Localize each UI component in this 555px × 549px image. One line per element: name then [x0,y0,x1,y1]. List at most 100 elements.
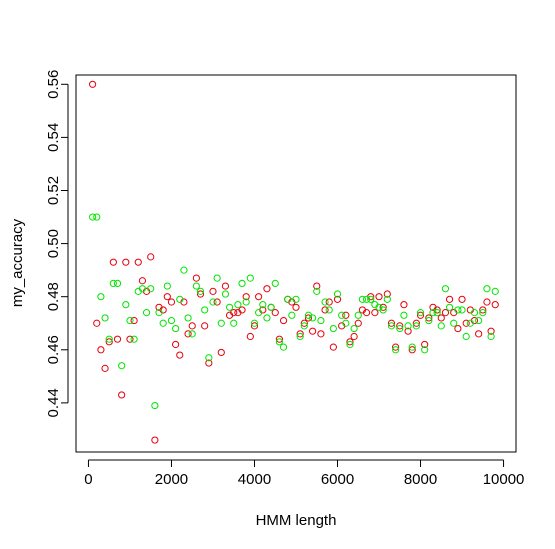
data-point-green [180,266,188,274]
data-point-green [416,309,425,317]
data-point-green [142,309,151,317]
data-point-red [93,319,101,327]
data-point-red [113,335,122,343]
data-point-red [346,338,354,346]
data-point-red [134,258,142,266]
data-point-green [259,301,267,309]
data-point-green [138,285,147,293]
x-tick-label: 8000 [404,471,437,488]
data-point-red [279,316,288,325]
data-point-green [296,332,304,341]
data-point-green [392,346,400,354]
data-point-green [338,311,346,319]
data-point-red [221,282,230,290]
data-point-green [242,298,250,306]
data-point-red [296,330,304,338]
y-axis: 0.44 0.46 0.48 0.50 0.52 0.54 0.56 [45,70,69,417]
data-point-red [151,436,159,444]
points-layer [89,80,499,444]
data-point-red [255,293,263,301]
data-point-red [263,285,271,293]
data-point-green [234,301,242,309]
data-point-green [122,301,130,309]
data-point-green [284,295,292,303]
data-point-green [209,298,217,306]
data-point-red [396,322,404,330]
x-tick-label: 4000 [238,471,271,488]
data-point-green [350,324,358,333]
data-point-red [400,301,408,309]
data-point-green [362,295,371,303]
data-point-green [267,303,275,311]
data-point-red [313,282,321,290]
data-point-red [458,295,466,303]
x-tick-label: 0 [84,471,92,488]
data-point-green [491,287,499,295]
data-point-red [105,338,113,346]
data-point-red [246,332,254,341]
data-point-green [101,314,109,322]
data-point-red [167,298,176,306]
data-point-red [421,340,429,349]
data-point-red [271,309,279,317]
data-point-green [429,309,437,317]
data-point-green [118,362,126,370]
data-point-red [375,293,383,301]
data-point-red [445,295,454,303]
data-point-green [159,319,167,327]
data-point-green [412,322,420,330]
data-point-red [300,319,308,327]
data-point-red [475,330,483,338]
data-point-green [383,295,391,303]
data-point-red [217,348,225,357]
data-point-red [412,319,420,327]
data-point-green [367,295,375,303]
data-point-red [97,346,105,354]
y-axis-title: my_accuracy [9,218,26,307]
data-point-green [454,306,462,314]
y-tick-label: 0.48 [45,282,62,311]
data-point-green [105,335,113,343]
data-point-green [379,306,387,314]
data-point-green [109,279,117,288]
data-point-green [487,332,495,341]
data-point-green [358,295,367,303]
data-point-green [126,316,134,325]
data-point-green [155,309,163,317]
data-point-red [213,298,221,306]
data-point-green [89,213,97,221]
data-point-green [421,346,429,354]
data-point-red [317,330,325,338]
data-point-green [404,322,412,330]
data-point-green [184,314,192,322]
data-point-green [387,322,396,330]
data-point-green [163,282,171,290]
data-point-red [138,277,147,285]
data-point-red [196,290,205,298]
data-point-green [408,343,416,351]
y-tick-label: 0.56 [45,70,62,99]
data-point-red [205,359,213,367]
data-point-red [491,301,499,309]
data-point-green [188,330,196,338]
data-point-red [130,316,138,325]
data-point-red [192,274,200,282]
x-tick-label: 10000 [483,471,525,488]
data-point-green [196,287,205,295]
x-tick-label: 6000 [321,471,354,488]
data-point-red [122,258,130,266]
y-tick-label: 0.54 [45,123,62,152]
data-point-green [192,282,200,290]
x-axis: 0 2000 4000 6000 8000 10000 [84,459,525,488]
data-point-green [425,316,433,325]
data-point-red [350,332,358,341]
data-point-red [89,80,97,88]
data-point-red [176,351,184,359]
data-point-red [321,306,329,314]
data-point-red [163,293,171,301]
data-point-green [275,338,283,346]
data-point-red [209,287,217,295]
data-point-green [450,319,458,327]
